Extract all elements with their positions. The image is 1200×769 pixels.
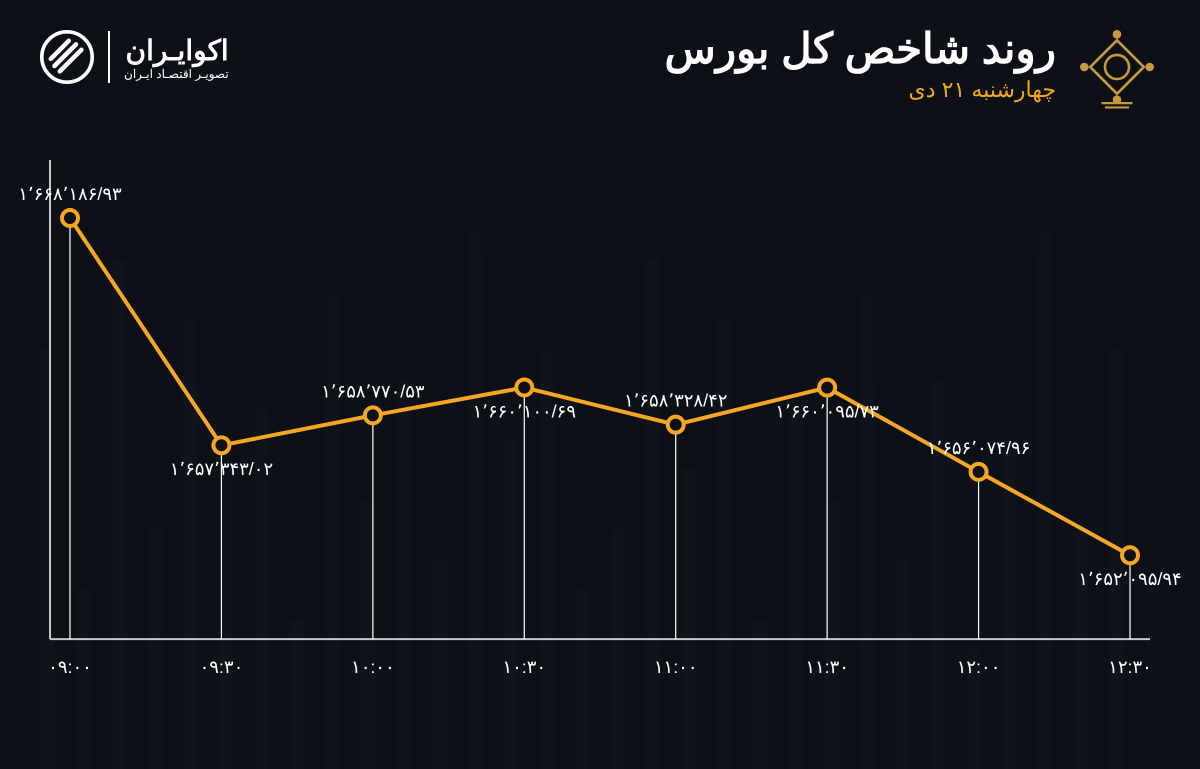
- x-axis-label: ۱۲:۰۰: [957, 657, 1001, 677]
- ecoiran-logo-icon: [40, 30, 94, 84]
- value-label: ۱٬۶۶۰٬۰۹۵/۷۳: [775, 402, 879, 422]
- brand-tagline: تصویـر اقتصـاد ایـران: [124, 67, 229, 81]
- value-label: ۱٬۶۶۰٬۱۰۰/۶۹: [473, 401, 576, 421]
- header: روند شاخص کل بورس چهارشنبه ۲۱ دی اکوایـر…: [0, 0, 1200, 110]
- x-axis-label: ۱۰:۰۰: [351, 657, 395, 677]
- x-axis-label: ۰۹:۳۰: [200, 657, 244, 677]
- x-axis-label: ۱۰:۳۰: [502, 657, 546, 677]
- stock-exchange-emblem-icon: [1074, 24, 1160, 110]
- x-axis-label: ۱۲:۳۰: [1108, 657, 1152, 677]
- x-axis-label: ۱۱:۰۰: [654, 657, 698, 677]
- title-block: روند شاخص کل بورس چهارشنبه ۲۱ دی: [665, 24, 1160, 110]
- page-title: روند شاخص کل بورس: [665, 24, 1056, 73]
- brand-block: اکوایـران تصویـر اقتصـاد ایـران: [40, 24, 229, 84]
- value-label: ۱٬۶۵۶٬۰۷۴/۹۶: [927, 438, 1030, 458]
- value-label: ۱٬۶۶۸٬۱۸۶/۹۳: [18, 184, 122, 204]
- x-axis-label: ۰۹:۰۰: [48, 657, 92, 677]
- value-label: ۱٬۶۵۷٬۳۴۳/۰۲: [170, 459, 273, 479]
- brand-divider: [108, 31, 110, 83]
- x-axis-label: ۱۱:۳۰: [805, 657, 849, 677]
- brand-name: اکوایـران: [124, 34, 229, 67]
- index-trend-chart: ۱٬۶۶۸٬۱۸۶/۹۳۱٬۶۵۷٬۳۴۳/۰۲۱٬۶۵۸٬۷۷۰/۵۳۱٬۶۶…: [40, 180, 1160, 709]
- value-label: ۱٬۶۵۲٬۰۹۵/۹۴: [1078, 569, 1181, 589]
- value-label: ۱٬۶۵۸٬۷۷۰/۵۳: [321, 381, 425, 401]
- page-subtitle: چهارشنبه ۲۱ دی: [665, 77, 1056, 103]
- value-label: ۱٬۶۵۸٬۳۲۸/۴۲: [624, 391, 727, 411]
